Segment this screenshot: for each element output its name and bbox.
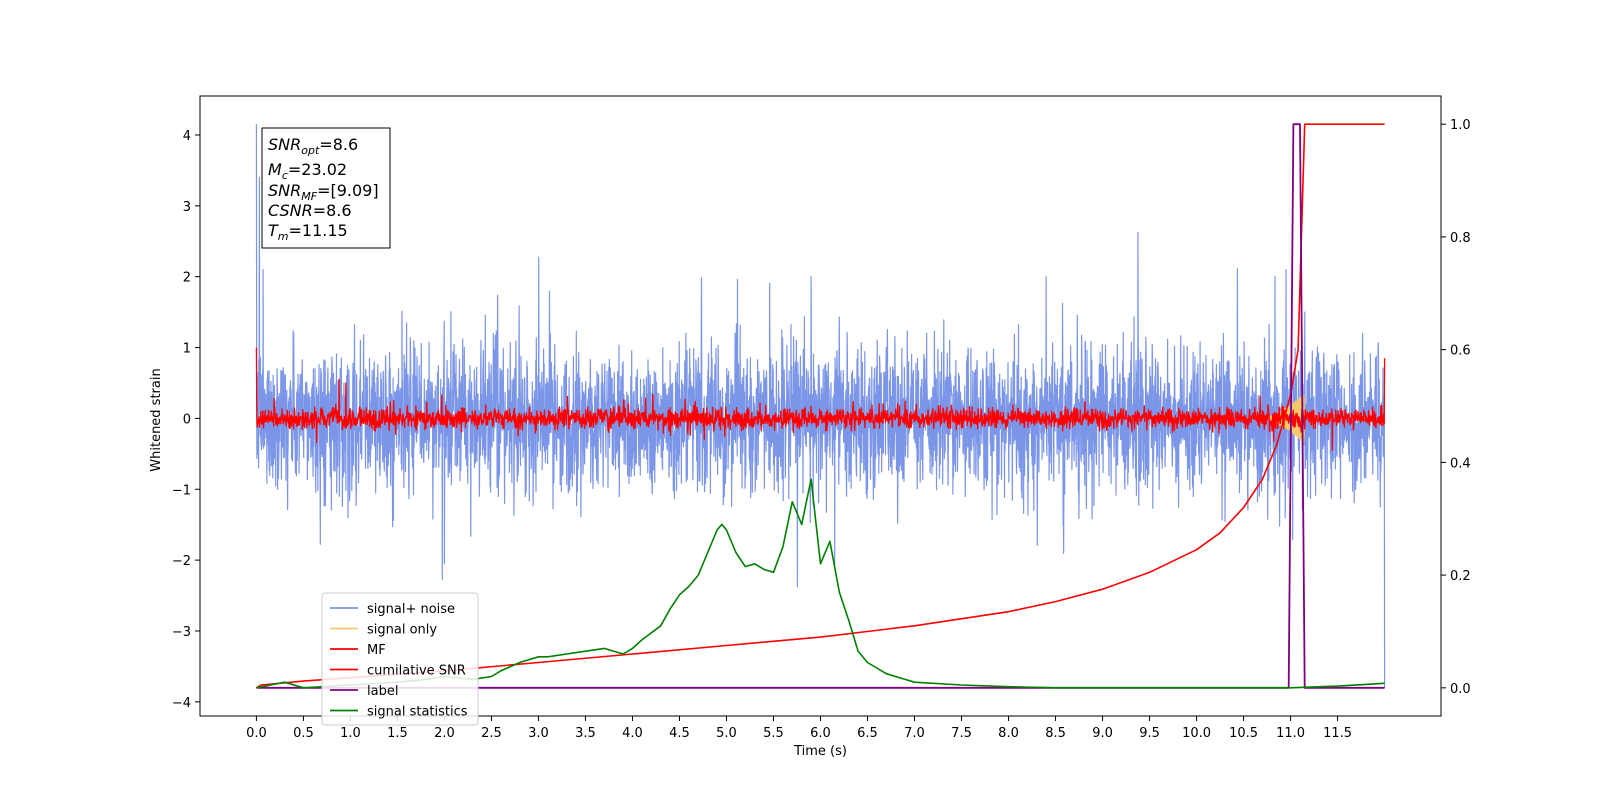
x-tick-label: 8.0 <box>998 726 1019 741</box>
annotation-frame <box>261 127 391 249</box>
legend-label-signal-only: signal only <box>367 623 437 638</box>
y-tick-label: −1 <box>172 483 191 498</box>
x-tick-label: 3.5 <box>575 726 596 741</box>
x-tick-label: 2.5 <box>481 726 502 741</box>
legend-label-label: label <box>367 684 398 699</box>
y2-tick-label: 0.8 <box>1450 231 1471 246</box>
legend-label-mf: MF <box>367 643 386 658</box>
x-tick-label: 0.0 <box>246 726 267 741</box>
x-tick-label: 7.0 <box>904 726 925 741</box>
x-tick-label: 4.0 <box>622 726 643 741</box>
x-tick-label: 5.0 <box>716 726 737 741</box>
y2-tick-label: 0.2 <box>1450 569 1471 584</box>
legend-frame <box>321 592 479 726</box>
x-tick-label: 6.5 <box>857 726 878 741</box>
x-tick-label: 6.0 <box>810 726 831 741</box>
annotation-csnr: CSNR=8.6 <box>268 201 352 220</box>
legend-label-signal-noise: signal+ noise <box>367 602 455 617</box>
y-axis-left: −4 −3 −2 −1 0 1 2 3 4 <box>172 129 200 711</box>
annotation-snr-mf: SNRMF=[9.09] <box>268 181 379 203</box>
x-tick-label: 4.5 <box>669 726 690 741</box>
x-axis-label: Time (s) <box>793 744 847 759</box>
x-tick-label: 7.5 <box>951 726 972 741</box>
x-tick-label: 2.0 <box>434 726 455 741</box>
x-tick-label: 5.5 <box>763 726 784 741</box>
series-signal-noise <box>255 124 1386 688</box>
series-mf <box>255 347 1386 451</box>
series-signal-statistics <box>256 478 1385 689</box>
x-tick-label: 11.5 <box>1323 726 1352 741</box>
legend-label-signal-statistics: signal statistics <box>367 705 468 720</box>
y2-tick-label: 0.4 <box>1450 456 1471 471</box>
x-tick-label: 3.0 <box>528 726 549 741</box>
y-tick-label: −4 <box>172 696 191 711</box>
y-tick-label: 3 <box>183 200 191 215</box>
y2-tick-label: 0.0 <box>1450 682 1471 697</box>
annotation-chirp-mass: Mc=23.02 <box>268 160 347 182</box>
y-tick-label: −2 <box>172 554 191 569</box>
legend-label-cumulative-snr: cumilative SNR <box>367 664 466 679</box>
x-tick-label: 1.5 <box>387 726 408 741</box>
x-tick-label: 8.5 <box>1045 726 1066 741</box>
x-tick-label: 1.0 <box>340 726 361 741</box>
y-tick-label: 2 <box>183 271 191 286</box>
legend: signal+ noise signal only MF cumilative SNR… <box>321 592 479 726</box>
x-tick-label: 9.5 <box>1139 726 1160 741</box>
x-tick-label: 0.5 <box>293 726 314 741</box>
x-tick-label: 10.5 <box>1229 726 1258 741</box>
y2-tick-label: 0.6 <box>1450 344 1471 359</box>
x-tick-label: 11.0 <box>1276 726 1305 741</box>
x-axis: 0.0 0.5 1.0 1.5 2.0 2.5 3.0 3.5 4.0 4.5 5.0 5.5 6.0 6… <box>246 716 1352 741</box>
y2-tick-label: 1.0 <box>1450 118 1471 133</box>
y-tick-label: 0 <box>183 412 191 427</box>
x-tick-label: 10.0 <box>1182 726 1211 741</box>
y-axis-label: Whitened strain <box>149 368 164 471</box>
x-tick-label: 9.0 <box>1092 726 1113 741</box>
y-tick-label: −3 <box>172 625 191 640</box>
y-tick-label: 4 <box>183 129 191 144</box>
annotation-snr-opt: SNRopt=8.6 <box>268 135 358 157</box>
y-tick-label: 1 <box>183 342 191 357</box>
y-axis-right: 0.0 0.2 0.4 0.6 0.8 1.0 <box>1441 118 1471 697</box>
annotation-merger-time: Tm=11.15 <box>268 221 348 243</box>
annotation-box: SNRopt=8.6 Mc=23.02 SNRMF=[9.09] CSNR=8.… <box>261 127 391 249</box>
